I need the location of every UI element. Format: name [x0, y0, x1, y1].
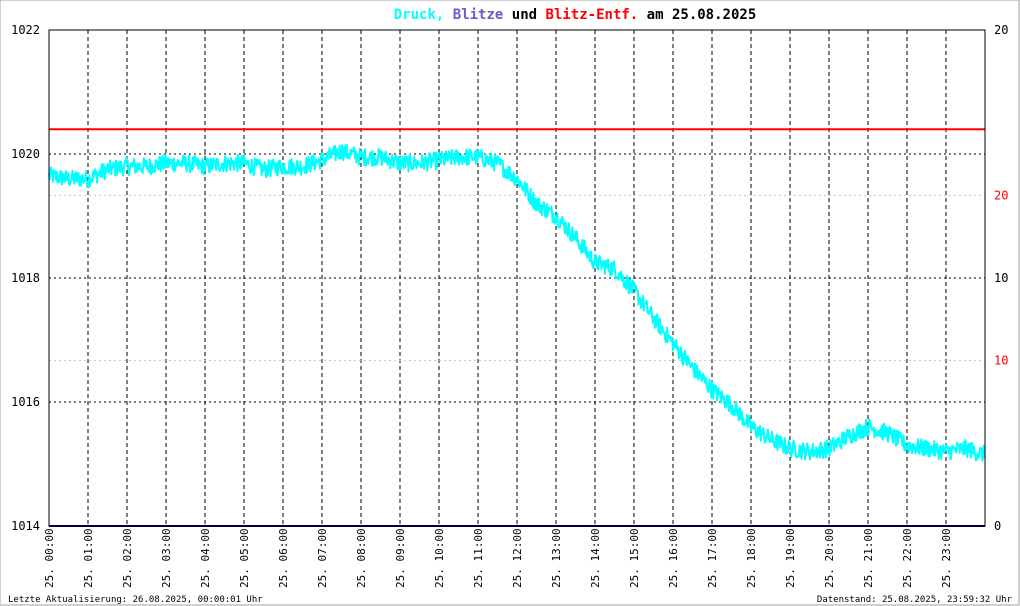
x-tick-label-2: 25. 02:00: [121, 528, 134, 588]
plot-frame: [48, 29, 986, 527]
x-tick-label-21: 25. 21:00: [862, 528, 875, 588]
title-blitz-entf: Blitz-Entf.: [546, 7, 639, 23]
footer-data-status: Datenstand: 25.08.2025, 23:59:32 Uhr: [817, 595, 1013, 605]
x-tick-label-22: 25. 22:00: [901, 528, 914, 588]
y-left-label-1014: 1014: [11, 519, 40, 533]
x-tick-label-17: 25. 17:00: [706, 528, 719, 588]
x-tick-label-13: 25. 13:00: [550, 528, 563, 588]
y-strikes-label-20: 20: [994, 23, 1008, 37]
x-tick-label-1: 25. 01:00: [82, 528, 95, 588]
x-tick-label-16: 25. 16:00: [667, 528, 680, 588]
x-tick-label-6: 25. 06:00: [277, 528, 290, 588]
x-tick-label-23: 25. 23:00: [940, 528, 953, 588]
series-druck: [48, 143, 986, 462]
axes: [48, 29, 986, 527]
chart-title: Druck, Blitze und Blitz-Entf. am 25.08.2…: [394, 7, 757, 23]
x-tick-label-8: 25. 08:00: [355, 528, 368, 588]
x-tick-label-20: 25. 20:00: [823, 528, 836, 588]
x-tick-label-19: 25. 19:00: [784, 528, 797, 588]
y-left-label-1020: 1020: [11, 147, 40, 161]
x-tick-label-7: 25. 07:00: [316, 528, 329, 588]
x-tick-label-12: 25. 12:00: [511, 528, 524, 588]
x-tick-label-5: 25. 05:00: [238, 528, 251, 588]
y-strikes-label-10: 10: [994, 271, 1008, 285]
title-blitze: Blitze: [453, 7, 504, 23]
title-date: am 25.08.2025: [647, 7, 757, 23]
x-tick-label-10: 25. 10:00: [433, 528, 446, 588]
y-left-label-1018: 1018: [11, 271, 40, 285]
y-left-label-1016: 1016: [11, 395, 40, 409]
x-tick-label-4: 25. 04:00: [199, 528, 212, 588]
x-tick-label-11: 25. 11:00: [472, 528, 485, 588]
x-tick-label-18: 25. 18:00: [745, 528, 758, 588]
x-tick-label-15: 25. 15:00: [628, 528, 641, 588]
title-druck: Druck,: [394, 7, 445, 23]
x-tick-label-0: 25. 00:00: [43, 528, 56, 588]
x-tick-label-9: 25. 09:00: [394, 528, 407, 588]
y-dist-label-20: 20: [994, 188, 1008, 202]
y-left-label-1022: 1022: [11, 23, 40, 37]
y-dist-label-10: 10: [994, 354, 1008, 368]
title-und: und: [512, 7, 537, 23]
x-tick-label-3: 25. 03:00: [160, 528, 173, 588]
y-strikes-label-0: 0: [994, 519, 1001, 533]
footer-last-update: Letzte Aktualisierung: 26.08.2025, 00:00…: [8, 595, 263, 605]
x-tick-label-14: 25. 14:00: [589, 528, 602, 588]
